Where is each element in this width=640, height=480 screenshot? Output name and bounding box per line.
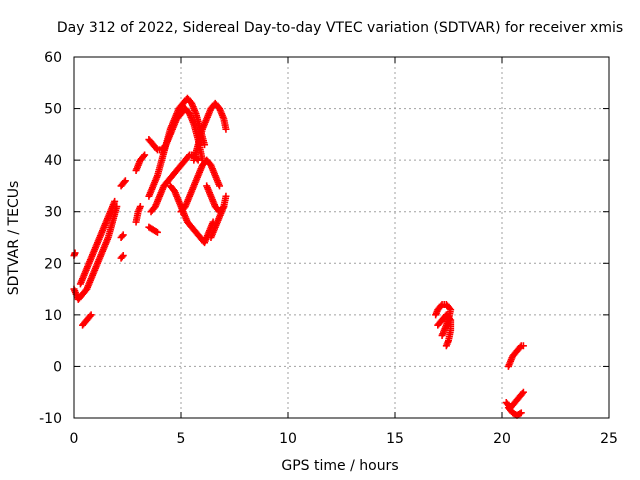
data-point — [519, 342, 527, 350]
y-tick-label: -10 — [39, 411, 62, 427]
series-pass-1 — [70, 203, 121, 303]
data-point — [446, 315, 454, 323]
data-point — [152, 145, 160, 153]
data-point — [516, 343, 524, 351]
series-pass-7 — [117, 177, 129, 190]
series-pass-19 — [207, 203, 228, 241]
data-point — [216, 182, 224, 190]
data-point — [442, 342, 450, 350]
series-pass-11 — [145, 223, 161, 236]
y-tick-label: 20 — [44, 256, 62, 272]
series-pass-3 — [79, 311, 95, 329]
x-axis-label: GPS time / hours — [281, 458, 398, 474]
x-tick-label: 5 — [177, 431, 186, 447]
data-point — [141, 151, 149, 159]
plot-frame — [73, 56, 610, 419]
data-points — [70, 94, 527, 419]
x-tick-label: 15 — [386, 431, 404, 447]
y-tick-label: 10 — [44, 308, 62, 324]
data-point — [438, 331, 446, 339]
x-axis-ticks: 0 5 10 15 20 25 — [70, 57, 618, 447]
data-point — [118, 253, 126, 261]
data-point — [201, 141, 209, 149]
data-point — [86, 312, 94, 320]
series-pass-6 — [117, 231, 127, 241]
data-point — [519, 388, 527, 396]
series-pass-24 — [504, 404, 525, 419]
series-pass-16 — [177, 156, 224, 216]
data-point — [118, 232, 126, 240]
series-pass-2 — [76, 197, 119, 288]
series-pass-5 — [117, 252, 127, 262]
data-point — [87, 311, 95, 319]
series-pass-9 — [132, 151, 149, 174]
data-point — [71, 249, 79, 257]
x-tick-label: 0 — [70, 431, 79, 447]
grid-lines — [74, 57, 609, 418]
y-tick-label: 40 — [44, 153, 62, 169]
data-point — [222, 125, 230, 133]
x-tick-label: 25 — [600, 431, 618, 447]
data-point — [222, 192, 230, 200]
chart-title: Day 312 of 2022, Sidereal Day-to-day VTE… — [57, 20, 623, 36]
series-pass-17 — [190, 99, 230, 164]
data-point — [121, 177, 129, 185]
x-tick-label: 10 — [279, 431, 297, 447]
y-tick-label: 30 — [44, 205, 62, 221]
y-tick-label: 0 — [53, 359, 62, 375]
x-tick-label: 20 — [493, 431, 511, 447]
data-point — [518, 390, 526, 398]
data-point — [437, 302, 445, 310]
y-tick-label: 50 — [44, 102, 62, 118]
y-tick-label: 60 — [44, 50, 62, 66]
data-point — [153, 228, 161, 236]
data-point — [517, 409, 525, 417]
data-point — [184, 152, 192, 160]
y-axis-ticks: -10 0 10 20 30 40 50 60 — [39, 50, 609, 427]
data-point — [136, 203, 144, 211]
series-pass-4 — [70, 249, 79, 260]
series-pass-15 — [166, 182, 217, 247]
data-point — [120, 178, 128, 186]
y-axis-label: SDTVAR / TECUs — [6, 181, 22, 296]
data-point — [119, 252, 127, 260]
data-point — [140, 152, 148, 160]
data-point — [119, 231, 127, 239]
series-pass-20 — [432, 301, 455, 339]
data-point — [152, 227, 160, 235]
data-point — [516, 410, 524, 418]
series-pass-8 — [132, 203, 144, 226]
data-point — [220, 203, 228, 211]
series-pass-22 — [504, 342, 527, 370]
data-point — [111, 197, 119, 205]
series-pass-21 — [434, 311, 455, 350]
